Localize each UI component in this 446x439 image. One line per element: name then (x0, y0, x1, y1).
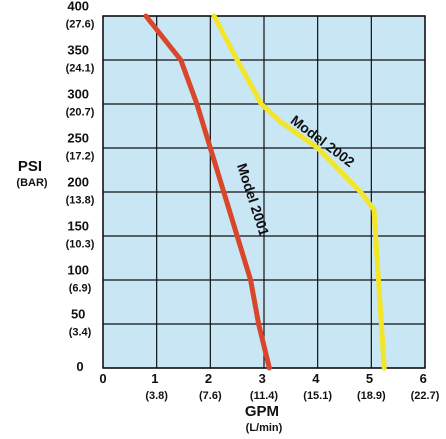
x-axis-label: GPM (L/min) (245, 403, 283, 434)
y-tick-label: 350 (24.1) (66, 43, 95, 74)
y-tick-label: 0 (76, 359, 83, 374)
series-line (211, 13, 387, 371)
series-line (143, 13, 272, 371)
x-tick-label: 5 (18.9) (357, 371, 386, 401)
y-tick-label: 200 (13.8) (66, 175, 95, 206)
y-tick-label: 100 (6.9) (67, 263, 92, 294)
x-tick-label: 4 (15.1) (303, 371, 332, 401)
y-tick-label: 250 (17.2) (66, 131, 95, 162)
y-tick-label: 300 (20.7) (66, 87, 95, 118)
y-tick-label: 150 (10.3) (66, 219, 95, 250)
y-axis-label: PSI (BAR) (16, 158, 47, 189)
x-tick-label: 0 (99, 371, 106, 386)
x-tick-label: 1 (3.8) (145, 371, 168, 401)
x-tick-label: 2 (7.6) (199, 371, 222, 401)
x-tick-label: 6 (22.7) (411, 371, 440, 401)
y-tick-label: 50 (3.4) (69, 307, 92, 338)
x-tick-label: 3 (11.4) (250, 371, 278, 401)
y-tick-label: 400 (27.6) (66, 0, 95, 30)
